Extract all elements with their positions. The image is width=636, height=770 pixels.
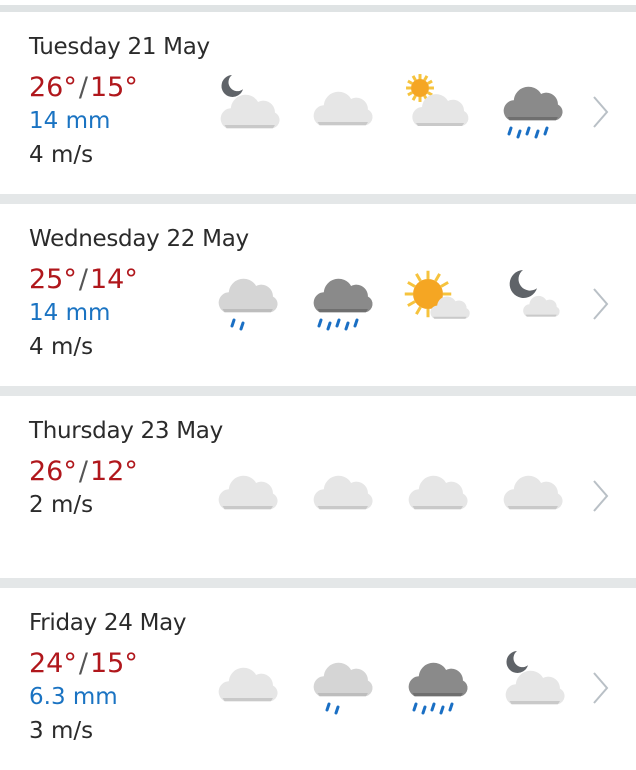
- cloud-icon: [218, 475, 278, 510]
- cloud-icon: [503, 475, 563, 510]
- chevron-right-icon[interactable]: [590, 670, 610, 706]
- wind-speed: 2 m/s: [29, 492, 94, 518]
- forecast-list: Tuesday 21 May 26°/15° 14 mm 4 m/s Wednesd…: [0, 12, 636, 770]
- high-temp: 24°: [29, 648, 77, 679]
- day-info: Wednesday 22 May 25°/14° 14 mm 4 m/s: [29, 226, 249, 368]
- precipitation: 14 mm: [29, 108, 111, 134]
- heavy-rain-icon: [408, 662, 468, 715]
- day-title: Wednesday 22 May: [29, 226, 249, 252]
- wind-speed: 4 m/s: [29, 142, 94, 168]
- low-temp: 12°: [89, 456, 138, 487]
- heavy-rain-icon: [313, 278, 373, 331]
- high-temp: 25°: [29, 264, 77, 295]
- period-icons: [210, 74, 590, 144]
- low-temp: 14°: [89, 264, 138, 295]
- temperature-range: 26°/12°: [29, 456, 223, 492]
- high-temp: 26°: [29, 72, 77, 103]
- sun-small-cloud-icon: [404, 270, 470, 319]
- day-title: Tuesday 21 May: [29, 34, 210, 60]
- temp-separator: /: [78, 456, 88, 487]
- day-info: Thursday 23 May 26°/12° 2 m/s: [29, 418, 223, 526]
- sun-cloud-icon: [406, 74, 469, 126]
- day-info: Friday 24 May 24°/15° 6.3 mm 3 m/s: [29, 610, 187, 752]
- temp-separator: /: [78, 72, 88, 103]
- day-row[interactable]: Tuesday 21 May 26°/15° 14 mm 4 m/s: [0, 12, 636, 194]
- precipitation: 6.3 mm: [29, 684, 118, 710]
- day-row[interactable]: Thursday 23 May 26°/12° 2 m/s: [0, 396, 636, 578]
- wind-speed: 3 m/s: [29, 718, 94, 744]
- day-title: Thursday 23 May: [29, 418, 223, 444]
- period-icons: [210, 458, 590, 528]
- light-rain-icon: [313, 662, 373, 715]
- chevron-right-icon[interactable]: [590, 94, 610, 130]
- cloud-icon: [408, 475, 468, 510]
- precipitation: 14 mm: [29, 300, 111, 326]
- wind-speed: 4 m/s: [29, 334, 94, 360]
- period-icons: [210, 650, 590, 720]
- divider: [0, 5, 636, 12]
- temperature-range: 26°/15°: [29, 72, 210, 108]
- top-edge: [0, 0, 636, 5]
- light-rain-icon: [218, 278, 278, 331]
- day-row[interactable]: Friday 24 May 24°/15° 6.3 mm 3 m/s: [0, 588, 636, 770]
- temperature-range: 24°/15°: [29, 648, 186, 684]
- cloud-icon: [218, 667, 278, 702]
- cloud-icon: [313, 475, 373, 510]
- period-icons: [210, 266, 590, 336]
- day-title: Friday 24 May: [29, 610, 187, 636]
- temp-separator: /: [78, 264, 88, 295]
- temp-separator: /: [78, 648, 88, 679]
- low-temp: 15°: [89, 648, 138, 679]
- moon-cloud-icon: [505, 651, 565, 705]
- chevron-right-icon[interactable]: [590, 286, 610, 322]
- chevron-right-icon[interactable]: [590, 478, 610, 514]
- high-temp: 26°: [29, 456, 77, 487]
- moon-cloud-icon: [220, 75, 280, 129]
- day-row[interactable]: Wednesday 22 May 25°/14° 14 mm 4 m/s: [0, 204, 636, 386]
- day-info: Tuesday 21 May 26°/15° 14 mm 4 m/s: [29, 34, 210, 176]
- heavy-rain-icon: [503, 86, 563, 139]
- moon-small-cloud-icon: [509, 270, 560, 317]
- temperature-range: 25°/14°: [29, 264, 249, 300]
- low-temp: 15°: [89, 72, 138, 103]
- cloud-icon: [313, 91, 373, 126]
